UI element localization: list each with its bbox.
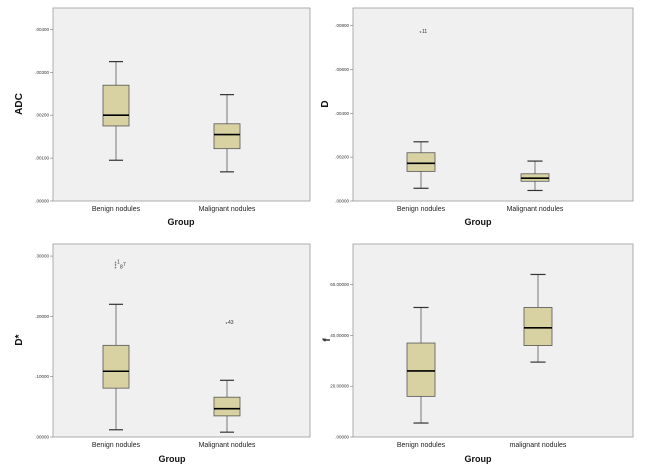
box (213, 396, 241, 417)
box-marks: * 11 (406, 29, 550, 192)
y-tick-label: .00200 (335, 155, 349, 160)
box-marks (102, 61, 241, 173)
y-tick-label: .00800 (335, 23, 349, 28)
y-tick-label: .20000 (35, 314, 49, 319)
y-tick-label: .30000 (35, 254, 49, 259)
y-tick-label: .00000 (335, 435, 349, 440)
category-label: Malignant nodules (507, 206, 564, 213)
box (523, 307, 553, 346)
box-marks: * 1* 8* 7* 43 (102, 260, 241, 433)
y-ticks: .00000 .10000 .20000 .30000 (35, 254, 53, 440)
x-axis-label: Group (465, 217, 492, 227)
y-ticks: .00000 .00100 .00200 .00300 .00400 (35, 27, 53, 204)
category-label: Malignant nodules (199, 442, 256, 449)
y-tick-label: .00200 (35, 113, 49, 118)
outlier-label: 1 (117, 260, 120, 266)
outlier-marker: * (115, 267, 117, 273)
plot-area (352, 243, 634, 438)
y-axis-label: f (322, 338, 333, 342)
outlier-label: 8 (120, 265, 123, 271)
plot-area (52, 7, 311, 202)
y-tick-label: .00000 (35, 199, 49, 204)
y-tick-label: .00400 (335, 111, 349, 116)
outlier-marker: * (420, 31, 422, 37)
panel-dstar: D* Benign nodules Malignant nodules Grou… (14, 243, 311, 464)
box-marks (406, 273, 553, 424)
y-tick-label: .00000 (335, 199, 349, 204)
x-axis-label: Group (168, 217, 195, 227)
y-axis-label: ADC (14, 93, 25, 115)
box (406, 152, 436, 172)
y-tick-label: 20.00000 (330, 384, 349, 389)
panel-d: D Benign nodules Malignant nodules Group… (320, 7, 634, 227)
plot-area (352, 7, 634, 202)
category-label: Benign nodules (92, 206, 141, 213)
y-tick-label: .10000 (35, 374, 49, 379)
y-tick-label: 40.00000 (330, 333, 349, 338)
outlier-label: 43 (228, 320, 234, 326)
outlier-marker: * (115, 262, 117, 268)
category-label: Benign nodules (397, 442, 446, 449)
panel-f: f Benign nodules malignant nodules Group… (322, 243, 634, 464)
box (102, 344, 130, 389)
box (213, 123, 241, 150)
category-label: Malignant nodules (199, 206, 256, 213)
y-ticks: .00000 .00200 .00400 .00600 .00800 (335, 23, 353, 204)
box (102, 84, 130, 127)
panel-adc: ADC Benign nodules Malignant nodules Gro… (14, 7, 311, 227)
y-ticks: .00000 20.00000 40.00000 60.00000 (330, 282, 353, 440)
x-axis-label: Group (159, 454, 186, 464)
plot-area (52, 243, 311, 438)
y-axis-label: D (320, 100, 331, 107)
category-label: Benign nodules (397, 206, 446, 213)
x-axis-label: Group (465, 454, 492, 464)
outlier-marker: * (226, 322, 228, 328)
y-tick-label: .00000 (35, 435, 49, 440)
y-tick-label: .00600 (335, 67, 349, 72)
outlier-marker: * (115, 264, 117, 270)
y-tick-label: 60.00000 (330, 282, 349, 287)
outlier-label: 7 (123, 262, 126, 268)
category-label: Benign nodules (92, 442, 141, 449)
y-tick-label: .00400 (35, 27, 49, 32)
category-label: malignant nodules (510, 442, 567, 449)
y-tick-label: .00100 (35, 156, 49, 161)
y-tick-label: .00300 (35, 70, 49, 75)
box (406, 342, 436, 397)
y-axis-label: D* (14, 334, 25, 345)
outlier-label: 11 (422, 29, 427, 35)
